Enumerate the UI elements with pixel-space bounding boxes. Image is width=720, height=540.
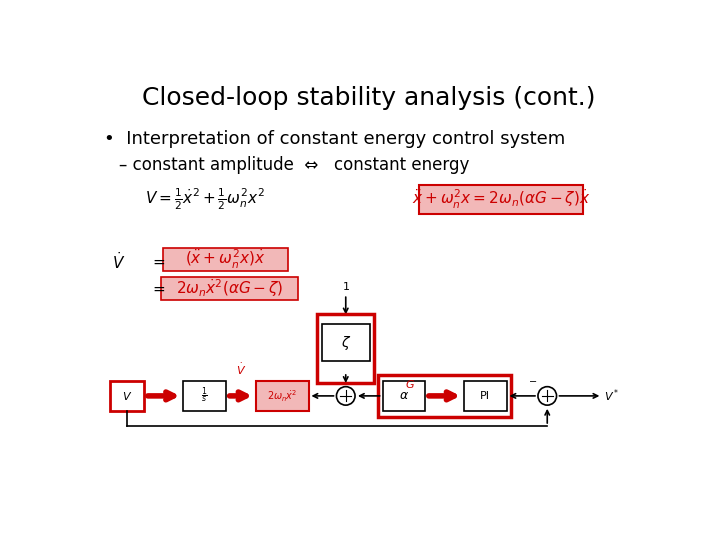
FancyBboxPatch shape: [382, 381, 426, 410]
Text: $\zeta$: $\zeta$: [341, 334, 351, 352]
Text: – constant amplitude  ⇔   constant energy: – constant amplitude ⇔ constant energy: [120, 156, 470, 174]
Text: $=$: $=$: [150, 254, 166, 268]
Text: $-$: $-$: [528, 375, 537, 385]
Text: $\dot{V}$: $\dot{V}$: [235, 361, 246, 377]
FancyBboxPatch shape: [161, 276, 298, 300]
FancyBboxPatch shape: [110, 381, 144, 410]
Text: $G$: $G$: [405, 378, 415, 390]
Text: $V^*$: $V^*$: [604, 388, 619, 404]
FancyBboxPatch shape: [322, 325, 370, 361]
FancyBboxPatch shape: [163, 248, 289, 271]
Text: PI: PI: [480, 391, 490, 401]
Text: $\frac{1}{s}$: $\frac{1}{s}$: [201, 386, 208, 406]
Circle shape: [538, 387, 557, 405]
FancyBboxPatch shape: [418, 185, 583, 214]
Text: $\ddot{x} + \omega_n^2 x = 2\omega_n(\alpha G - \zeta)\dot{x}$: $\ddot{x} + \omega_n^2 x = 2\omega_n(\al…: [412, 188, 590, 211]
Text: $2\omega_n\dot{x}^2(\alpha G - \zeta)$: $2\omega_n\dot{x}^2(\alpha G - \zeta)$: [176, 277, 283, 299]
FancyBboxPatch shape: [464, 381, 507, 410]
Text: $V = \frac{1}{2}\dot{x}^2 + \frac{1}{2}\omega_n^2 x^2$: $V = \frac{1}{2}\dot{x}^2 + \frac{1}{2}\…: [145, 187, 265, 212]
Text: •  Interpretation of constant energy control system: • Interpretation of constant energy cont…: [104, 130, 565, 148]
Text: $2\omega_n\dot{x}^2$: $2\omega_n\dot{x}^2$: [267, 388, 297, 404]
Text: $\dot{V}$: $\dot{V}$: [112, 251, 125, 272]
FancyBboxPatch shape: [184, 381, 226, 410]
FancyBboxPatch shape: [317, 314, 374, 383]
Text: $\alpha$: $\alpha$: [399, 389, 409, 402]
Text: Closed-loop stability analysis (cont.): Closed-loop stability analysis (cont.): [143, 86, 595, 110]
Circle shape: [336, 387, 355, 405]
Text: $-$: $-$: [327, 375, 336, 385]
Text: $V$: $V$: [122, 390, 132, 402]
Text: $=$: $=$: [150, 281, 166, 295]
FancyBboxPatch shape: [256, 381, 309, 410]
Text: $1$: $1$: [342, 280, 350, 292]
Text: $(\ddot{x} + \omega_n^2 x)\dot{x}$: $(\ddot{x} + \omega_n^2 x)\dot{x}$: [185, 248, 266, 271]
